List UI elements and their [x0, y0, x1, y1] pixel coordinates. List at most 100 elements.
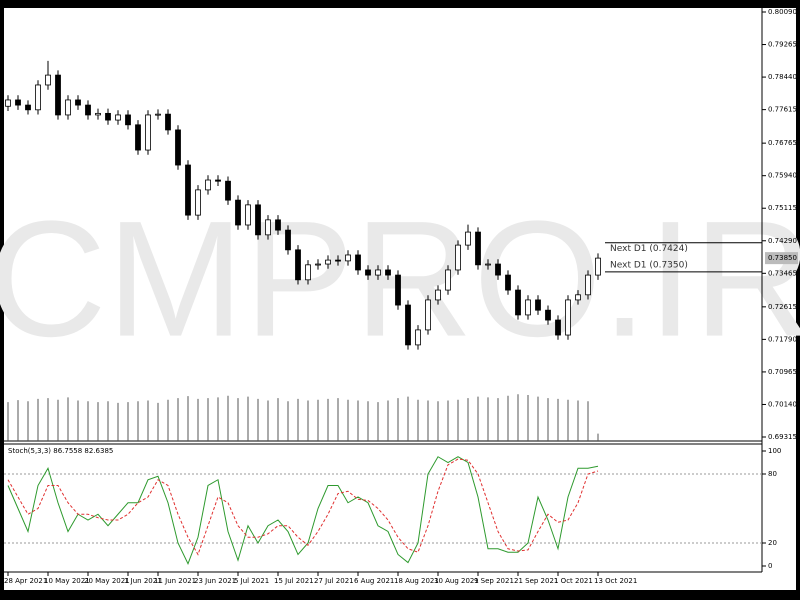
y-tick-label: 100 [768, 447, 781, 455]
x-tick-label: 21 Sep 2021 [514, 577, 558, 585]
x-tick-label: 23 Jun 2021 [194, 577, 236, 585]
y-tick-label: 0.78440 [768, 73, 797, 81]
x-tick-label: 27 Jul 2021 [314, 577, 354, 585]
candle-body [415, 329, 421, 346]
candle-body [515, 289, 521, 316]
x-tick-label: 9 Sep 2021 [474, 577, 514, 585]
candle-body [275, 219, 281, 231]
candle-body [555, 319, 561, 336]
candle-body [135, 124, 141, 151]
candle-body [485, 263, 491, 266]
candle-body [15, 99, 21, 106]
candle-body [265, 219, 271, 236]
candle-body [575, 294, 581, 301]
candle-body [245, 204, 251, 226]
candle-body [585, 274, 591, 296]
candle-body [425, 299, 431, 331]
candle-body [285, 229, 291, 251]
candle-body [435, 289, 441, 301]
candle-body [85, 104, 91, 116]
x-tick-label: 20 May 2021 [84, 577, 130, 585]
candle-body [205, 179, 211, 191]
candle-body [25, 104, 31, 111]
candle-body [115, 114, 121, 121]
candle-body [165, 113, 171, 131]
x-tick-label: 13 Oct 2021 [594, 577, 637, 585]
candle-body [365, 269, 371, 276]
y-tick-label: 0.75940 [768, 172, 797, 180]
candle-body [325, 259, 331, 265]
candle-body [65, 99, 71, 116]
candle-body [495, 263, 501, 276]
candle-body [315, 263, 321, 266]
candle-body [145, 114, 151, 151]
candle-body [465, 231, 471, 246]
x-tick-label: 1 Oct 2021 [554, 577, 593, 585]
candle-body [105, 112, 111, 121]
next-level-label: Next D1 (0.7424) [610, 244, 688, 254]
last-price-label: 0.73850 [768, 254, 797, 262]
x-tick-label: 6 Aug 2021 [354, 577, 394, 585]
candle-body [35, 84, 41, 111]
y-tick-label: 0 [768, 562, 772, 570]
candle-body [155, 113, 161, 116]
candle-body [235, 199, 241, 226]
candle-body [195, 189, 201, 216]
candle-body [255, 204, 261, 236]
candle-body [185, 164, 191, 216]
candle-body [595, 257, 601, 276]
candle-body [535, 299, 541, 311]
candle-body [225, 180, 231, 201]
y-tick-label: 0.80090 [768, 8, 797, 16]
y-tick-label: 0.69315 [768, 433, 797, 441]
stoch-line [7, 458, 599, 556]
x-tick-label: 28 Apr 2021 [4, 577, 47, 585]
candle-body [445, 269, 451, 291]
y-tick-label: 0.75115 [768, 204, 797, 212]
candle-body [295, 249, 301, 281]
candle-body [5, 99, 11, 107]
y-tick-label: 0.77615 [768, 106, 797, 114]
candle-body [345, 254, 351, 262]
x-tick-label: 10 May 2021 [44, 577, 90, 585]
stoch-label: Stoch(5,3,3) 86.7558 82.6385 [8, 447, 113, 455]
candle-body [95, 112, 101, 116]
candle-body [395, 274, 401, 306]
x-tick-label: 11 Jun 2021 [154, 577, 196, 585]
candle-body [305, 264, 311, 281]
x-tick-label: 5 Jul 2021 [234, 577, 269, 585]
candle-body [525, 299, 531, 316]
y-tick-label: 0.74290 [768, 237, 797, 245]
candle-body [405, 304, 411, 346]
last-price-box [765, 252, 798, 265]
y-tick-label: 0.76765 [768, 139, 797, 147]
y-tick-label: 0.79265 [768, 41, 797, 49]
candle-body [55, 74, 61, 116]
y-tick-label: 80 [768, 470, 777, 478]
y-tick-label: 0.72615 [768, 303, 797, 311]
y-tick-label: 0.73465 [768, 269, 797, 277]
x-tick-label: 18 Aug 2021 [394, 577, 439, 585]
candle-body [375, 269, 381, 276]
candle-body [355, 254, 361, 271]
candle-body [475, 231, 481, 266]
candle-body [385, 269, 391, 276]
candle-body [565, 299, 571, 336]
x-tick-label: 15 Jul 2021 [274, 577, 314, 585]
stoch-line [7, 456, 599, 565]
candle-body [125, 114, 131, 126]
candle-body [505, 274, 511, 291]
candle-body [335, 259, 341, 262]
candle-body [75, 99, 81, 106]
candle-body [175, 129, 181, 166]
candle-body [545, 309, 551, 321]
candle-body [455, 244, 461, 271]
y-tick-label: 0.70140 [768, 400, 797, 408]
y-tick-label: 20 [768, 539, 777, 547]
x-tick-label: 1 Jun 2021 [124, 577, 162, 585]
y-tick-label: 0.71790 [768, 335, 797, 343]
y-tick-label: 0.70965 [768, 368, 797, 376]
candle-body [215, 179, 221, 182]
